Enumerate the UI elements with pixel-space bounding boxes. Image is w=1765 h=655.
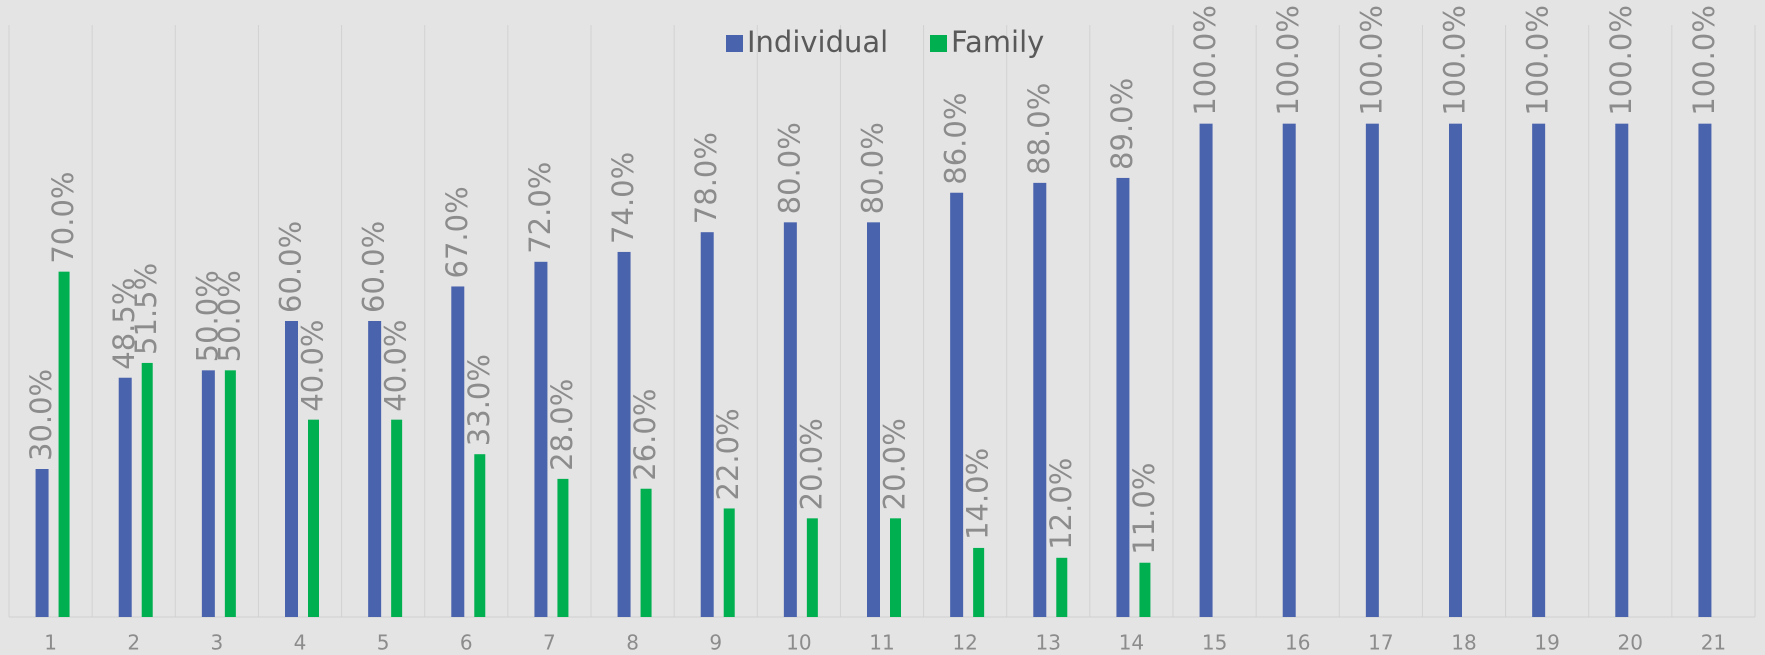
data-label: 60.0% (357, 221, 391, 313)
x-tick-label: 5 (377, 631, 390, 655)
bar (534, 261, 548, 617)
bar (1056, 557, 1068, 617)
bar (368, 321, 382, 617)
x-tick-label: 14 (1119, 631, 1144, 655)
data-label: 80.0% (772, 122, 806, 214)
x-tick-label: 12 (952, 631, 977, 655)
x-tick-label: 13 (1036, 631, 1061, 655)
x-tick-label: 7 (543, 631, 556, 655)
bar (723, 508, 735, 617)
data-label: 100.0% (1687, 5, 1721, 116)
bar (617, 251, 631, 617)
x-tick-label: 3 (210, 631, 223, 655)
data-label: 40.0% (379, 320, 413, 412)
x-tick-label: 19 (1534, 631, 1559, 655)
bar (1116, 177, 1130, 617)
x-tick-label: 20 (1618, 631, 1643, 655)
bar (1532, 123, 1546, 618)
bar (1199, 123, 1213, 618)
bar (308, 419, 319, 617)
x-tick-label: 11 (869, 631, 894, 655)
data-label: 33.0% (462, 354, 496, 446)
data-label: 60.0% (274, 221, 308, 313)
x-tick-label: 18 (1451, 631, 1476, 655)
x-tick-label: 16 (1285, 631, 1310, 655)
bar (141, 362, 153, 617)
bar (224, 370, 236, 617)
bar (950, 192, 964, 617)
data-label: 100.0% (1354, 5, 1388, 116)
data-label: 51.5% (129, 263, 163, 355)
x-tick-label: 2 (127, 631, 140, 655)
bar (1615, 123, 1629, 618)
data-label: 88.0% (1022, 83, 1056, 175)
data-label: 86.0% (939, 93, 973, 185)
data-label: 50.0% (190, 270, 224, 362)
legend-swatch (930, 35, 947, 52)
bar (58, 271, 70, 617)
legend-swatch (726, 35, 743, 52)
x-tick-label: 8 (626, 631, 639, 655)
bar (451, 286, 465, 617)
data-label: 28.0% (545, 379, 579, 471)
legend-label: Individual (747, 25, 888, 59)
data-label: 50.0% (212, 270, 246, 362)
bar (1033, 182, 1047, 617)
bar (1365, 123, 1379, 618)
data-label: 14.0% (961, 448, 995, 540)
x-tick-label: 1 (44, 631, 57, 655)
x-tick-label: 21 (1701, 631, 1726, 655)
data-label: 70.0% (46, 172, 80, 264)
x-tick-label: 4 (294, 631, 307, 655)
data-label: 100.0% (1438, 5, 1472, 116)
data-label: 12.0% (1044, 458, 1078, 550)
data-label: 78.0% (689, 132, 723, 224)
data-label: 100.0% (1271, 5, 1305, 116)
bar (35, 469, 49, 617)
data-label: 74.0% (606, 152, 640, 244)
bar (867, 222, 880, 618)
x-tick-label: 9 (709, 631, 722, 655)
bar (391, 419, 403, 617)
data-label: 26.0% (628, 389, 662, 481)
bar (806, 518, 818, 617)
bar (557, 478, 569, 617)
data-label: 40.0% (296, 320, 330, 412)
data-label: 22.0% (711, 408, 745, 500)
bar (973, 547, 985, 617)
data-label: 30.0% (24, 369, 58, 461)
bar (1139, 562, 1151, 617)
bar (700, 232, 714, 617)
data-label: 48.5% (107, 278, 141, 370)
bar (890, 518, 901, 617)
bar (118, 377, 132, 617)
bar (1698, 123, 1712, 618)
data-label: 67.0% (440, 186, 474, 278)
bar (1282, 123, 1296, 618)
data-label: 100.0% (1521, 5, 1555, 116)
data-label: 72.0% (523, 162, 557, 254)
x-tick-label: 6 (460, 631, 473, 655)
bar (201, 370, 215, 617)
data-label: 20.0% (794, 418, 828, 510)
data-label: 20.0% (878, 418, 912, 510)
data-label: 89.0% (1105, 78, 1139, 170)
x-tick-label: 15 (1202, 631, 1227, 655)
data-label: 100.0% (1188, 5, 1222, 116)
x-tick-label: 10 (786, 631, 811, 655)
data-label: 80.0% (856, 122, 890, 214)
bar (783, 222, 797, 618)
bar (285, 321, 298, 617)
bar (474, 454, 486, 617)
bar (640, 488, 652, 617)
legend-label: Family (951, 25, 1044, 59)
data-label: 100.0% (1604, 5, 1638, 116)
x-tick-label: 17 (1368, 631, 1393, 655)
data-label: 11.0% (1127, 463, 1161, 555)
bar (1449, 123, 1462, 618)
